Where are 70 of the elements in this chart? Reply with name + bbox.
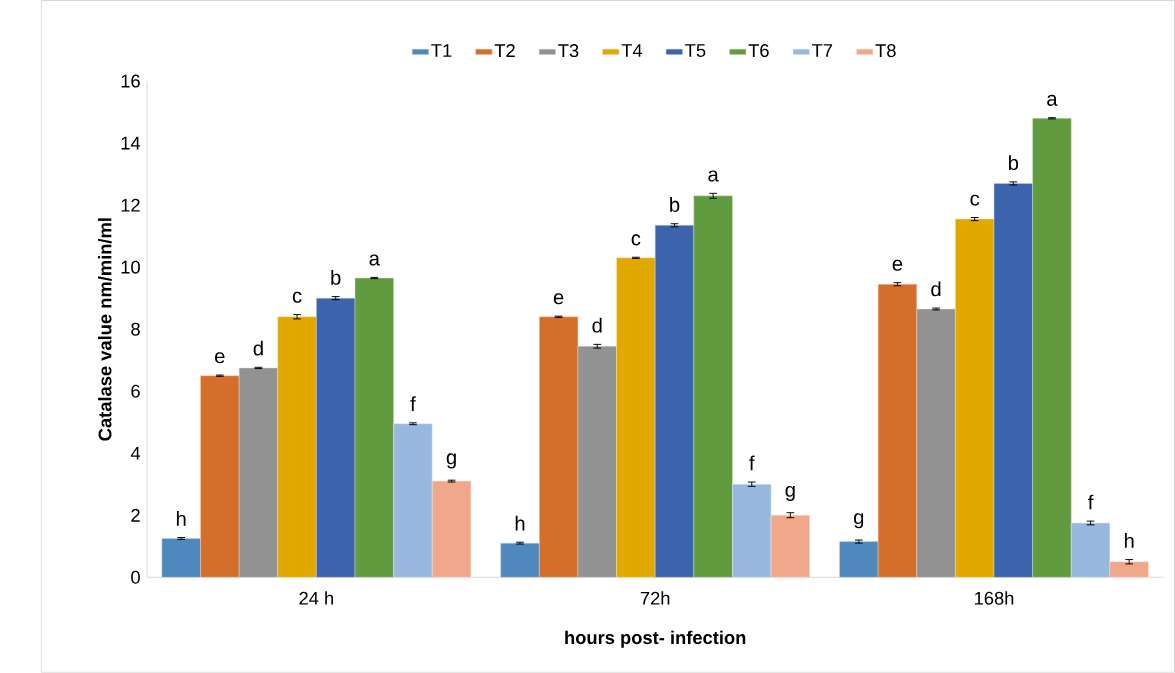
bar (500, 542, 540, 578)
y-tick-label: 16 (121, 74, 140, 88)
x-tick-label: 168h (975, 591, 1014, 605)
annotation: d (592, 317, 602, 333)
annotation: f (749, 455, 755, 471)
bar (654, 225, 695, 578)
bar (238, 367, 278, 578)
annotation: f (410, 396, 416, 412)
annotation: b (331, 270, 341, 285)
bar (316, 298, 356, 578)
x-tick-label: 24 h (299, 591, 333, 605)
y-tick-label: 6 (131, 384, 140, 398)
legend-label: T5 (685, 44, 706, 58)
bar (277, 316, 317, 578)
legend-label: T3 (558, 44, 579, 58)
annotation: h (176, 511, 186, 526)
annotation: h (1124, 533, 1134, 548)
bar (916, 308, 956, 578)
legend-label: T8 (875, 44, 896, 58)
annotation: e (892, 259, 903, 271)
annotation: a (708, 170, 719, 182)
bar (1109, 561, 1149, 578)
bar (839, 541, 879, 578)
annotation: g (446, 453, 456, 469)
x-tick-label: 72h (640, 591, 670, 605)
annotation: g (785, 485, 795, 502)
annotation: a (1047, 94, 1058, 106)
bar (770, 515, 810, 578)
annotation: b (1008, 155, 1019, 171)
annotation: b (670, 197, 680, 213)
bar (354, 277, 394, 578)
bar (732, 484, 772, 578)
bar (993, 183, 1033, 578)
bar (877, 284, 917, 578)
annotation: e (215, 352, 225, 364)
annotation: c (292, 291, 302, 303)
bar (577, 346, 617, 578)
annotation: f (1088, 494, 1094, 510)
y-tick-label: 10 (121, 260, 140, 274)
legend-label: T1 (431, 44, 452, 57)
y-axis-title: Catalase value nm/min/ml (98, 218, 112, 441)
bar (393, 423, 433, 578)
y-tick-label: 2 (131, 508, 140, 522)
bar (693, 195, 733, 578)
annotation: d (253, 340, 263, 356)
bar (200, 375, 240, 578)
x-axis-title: hours post- infection (565, 630, 746, 648)
annotation: c (631, 234, 641, 246)
bar (432, 480, 472, 578)
legend-label: T6 (748, 44, 769, 58)
y-tick-label: 8 (131, 322, 140, 336)
annotation: h (515, 515, 525, 531)
annotation: a (369, 254, 380, 266)
legend-label: T2 (494, 44, 515, 57)
bar (161, 538, 201, 578)
bar (1071, 522, 1111, 578)
y-tick-label: 12 (121, 198, 140, 212)
y-tick-label: 0 (131, 570, 140, 584)
annotation: g (854, 513, 864, 529)
y-tick-label: 14 (121, 136, 141, 150)
bar (539, 316, 579, 578)
annotation: d (931, 281, 941, 297)
bar (955, 218, 995, 578)
bar (616, 257, 656, 578)
bar (1032, 118, 1072, 578)
legend-label: T4 (621, 44, 643, 57)
legend-label: T7 (812, 44, 833, 57)
annotation: c (970, 194, 980, 206)
annotation: e (553, 293, 564, 305)
y-tick-label: 4 (130, 447, 141, 460)
